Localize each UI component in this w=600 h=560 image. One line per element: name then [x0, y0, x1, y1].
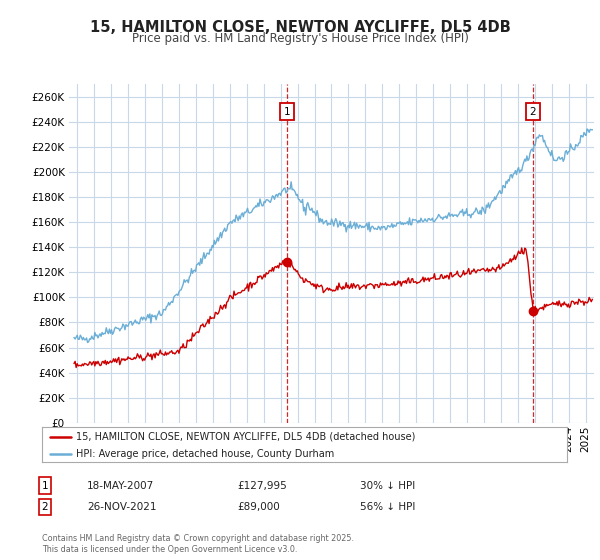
Text: 30% ↓ HPI: 30% ↓ HPI — [360, 480, 415, 491]
Text: £127,995: £127,995 — [237, 480, 287, 491]
Text: 18-MAY-2007: 18-MAY-2007 — [87, 480, 154, 491]
Text: 15, HAMILTON CLOSE, NEWTON AYCLIFFE, DL5 4DB: 15, HAMILTON CLOSE, NEWTON AYCLIFFE, DL5… — [89, 20, 511, 35]
Text: 56% ↓ HPI: 56% ↓ HPI — [360, 502, 415, 512]
Text: HPI: Average price, detached house, County Durham: HPI: Average price, detached house, Coun… — [76, 449, 334, 459]
Text: Price paid vs. HM Land Registry's House Price Index (HPI): Price paid vs. HM Land Registry's House … — [131, 32, 469, 45]
Text: 15, HAMILTON CLOSE, NEWTON AYCLIFFE, DL5 4DB (detached house): 15, HAMILTON CLOSE, NEWTON AYCLIFFE, DL5… — [76, 432, 415, 442]
Text: 1: 1 — [41, 480, 49, 491]
Text: Contains HM Land Registry data © Crown copyright and database right 2025.
This d: Contains HM Land Registry data © Crown c… — [42, 534, 354, 554]
Text: 2: 2 — [530, 106, 536, 116]
Text: 2: 2 — [41, 502, 49, 512]
Text: £89,000: £89,000 — [237, 502, 280, 512]
Text: 1: 1 — [284, 106, 290, 116]
Text: 26-NOV-2021: 26-NOV-2021 — [87, 502, 157, 512]
